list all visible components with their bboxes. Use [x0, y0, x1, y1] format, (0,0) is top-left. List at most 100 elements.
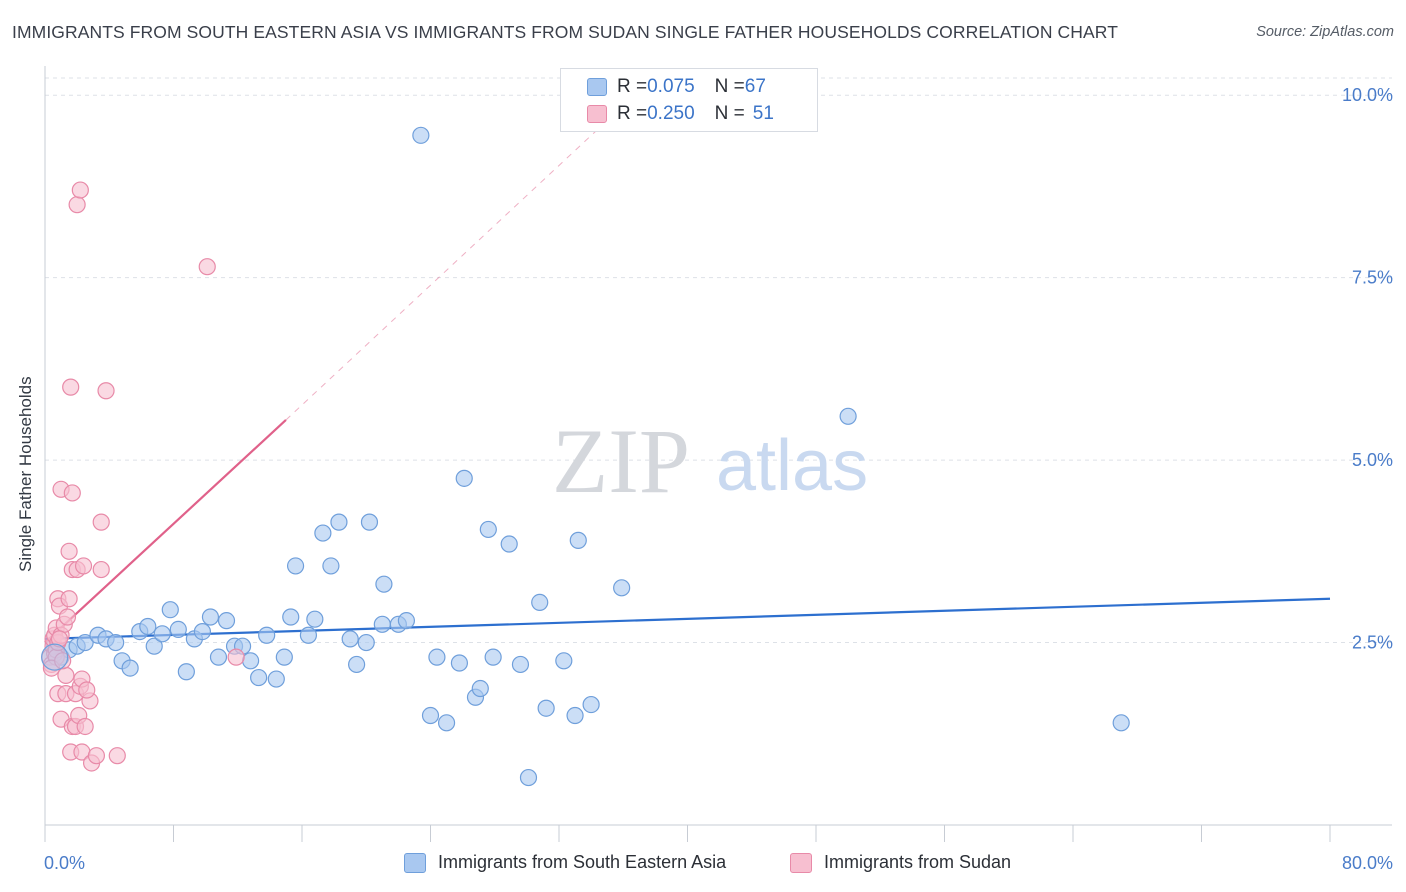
point-south-eastern-asia [169, 620, 187, 639]
point-south-eastern-asia [121, 659, 139, 677]
point-south-eastern-asia [286, 557, 305, 575]
legend-swatch-pink [587, 105, 607, 123]
point-sudan [76, 717, 94, 736]
legend-n-value: 51 [752, 103, 774, 124]
point-south-eastern-asia [531, 593, 549, 612]
point-sudan [92, 513, 110, 531]
grid-lines [45, 77, 1392, 644]
legend-row-pink: R = 0.250 N = 51 [587, 102, 774, 126]
point-sudan [92, 560, 110, 579]
point-sudan [50, 630, 69, 648]
point-south-eastern-asia [519, 768, 538, 787]
point-sudan [58, 608, 77, 626]
point-south-eastern-asia [471, 679, 489, 698]
legend-n-label: N = [714, 76, 745, 97]
point-south-eastern-asia [839, 407, 857, 425]
point-sudan [108, 747, 126, 765]
point-sudan [60, 590, 78, 608]
point-south-eastern-asia [217, 612, 236, 630]
point-south-eastern-asia [357, 633, 375, 652]
data-points [41, 126, 1130, 787]
point-sudan [63, 484, 81, 502]
legend-row-blue: R = 0.075 N = 67 [587, 75, 766, 99]
point-south-eastern-asia [330, 513, 348, 531]
point-sudan [60, 542, 78, 560]
point-south-eastern-asia [613, 579, 631, 597]
legend-r-value: 0.075 [647, 76, 695, 97]
point-south-eastern-asia [76, 633, 94, 652]
point-south-eastern-asia [375, 575, 393, 593]
point-south-eastern-asia [107, 633, 125, 652]
x-tick-label: 80.0% [1342, 853, 1393, 873]
point-south-eastern-asia [348, 655, 366, 674]
trend-line-sudan-extrapolated [285, 127, 600, 421]
point-sudan [78, 681, 96, 699]
point-south-eastern-asia [193, 623, 212, 641]
point-south-eastern-asia [1112, 714, 1130, 732]
legend-swatch-pink [790, 852, 812, 873]
y-tick-label: 7.5% [1352, 268, 1393, 288]
legend-item-south-eastern-asia[interactable]: Immigrants from South Eastern Asia [404, 852, 726, 873]
watermark-atlas: atlas [716, 426, 868, 506]
legend-label-sudan: Immigrants from Sudan [824, 852, 1012, 872]
trend-line-sudan [44, 419, 287, 644]
point-south-eastern-asia [322, 557, 340, 575]
point-south-eastern-asia [582, 695, 600, 714]
point-south-eastern-asia [250, 668, 268, 687]
point-south-eastern-asia [421, 706, 440, 725]
point-south-eastern-asia [275, 648, 293, 666]
axes [44, 66, 1392, 842]
tick-labels: 2.5% 5.0% 7.5% 10.0% 0.0% 80.0% [44, 85, 1393, 873]
trend-lines [44, 127, 1331, 644]
point-sudan [87, 747, 106, 765]
point-sudan [74, 557, 93, 575]
legend-item-sudan[interactable]: Immigrants from Sudan [790, 852, 1011, 873]
point-south-eastern-asia [455, 469, 473, 487]
legend-n-value: 67 [744, 76, 766, 97]
point-south-eastern-asia [373, 615, 391, 633]
point-south-eastern-asia [299, 626, 318, 644]
legend-r-value: 0.250 [647, 103, 695, 124]
watermark-zip: ZIP [552, 410, 690, 512]
y-axis-label: Single Father Households [16, 376, 35, 572]
y-tick-label: 2.5% [1352, 633, 1393, 653]
watermark: ZIP atlas [552, 410, 868, 512]
point-south-eastern-asia [282, 608, 300, 626]
point-south-eastern-asia [479, 520, 497, 539]
point-south-eastern-asia [209, 648, 228, 666]
point-south-eastern-asia [145, 637, 163, 655]
point-south-eastern-asia [537, 699, 555, 717]
point-south-eastern-asia [201, 608, 220, 626]
point-sudan [71, 181, 89, 199]
x-tick-label: 0.0% [44, 853, 85, 873]
point-south-eastern-asia [139, 617, 157, 636]
point-sudan [227, 648, 245, 666]
point-south-eastern-asia [484, 648, 502, 666]
legend-r-label: R = [617, 103, 648, 124]
point-south-eastern-asia [500, 535, 518, 553]
source-label: Source: ZipAtlas.com [1256, 24, 1394, 40]
series-legend: Immigrants from South Eastern Asia Immig… [0, 852, 1406, 878]
point-south-eastern-asia [437, 714, 456, 732]
y-tick-label: 5.0% [1352, 450, 1393, 470]
point-south-eastern-asia [511, 655, 530, 674]
point-south-eastern-asia [397, 612, 416, 630]
point-south-eastern-asia [428, 648, 446, 666]
point-south-eastern-asia [360, 513, 379, 531]
point-south-eastern-asia [258, 626, 276, 644]
point-south-eastern-asia [177, 663, 195, 681]
series-sudan [41, 181, 245, 772]
point-south-eastern-asia [306, 610, 324, 628]
point-cluster [41, 643, 69, 671]
legend-swatch-blue [404, 852, 426, 873]
point-south-eastern-asia [555, 652, 573, 670]
legend-r-label: R = [617, 76, 648, 97]
legend-label-south-eastern-asia: Immigrants from South Eastern Asia [438, 852, 727, 872]
point-sudan [97, 382, 115, 400]
point-south-eastern-asia [153, 625, 171, 643]
point-south-eastern-asia [161, 601, 179, 619]
point-south-eastern-asia [569, 531, 587, 549]
point-south-eastern-asia [450, 654, 469, 672]
point-south-eastern-asia [566, 706, 584, 725]
